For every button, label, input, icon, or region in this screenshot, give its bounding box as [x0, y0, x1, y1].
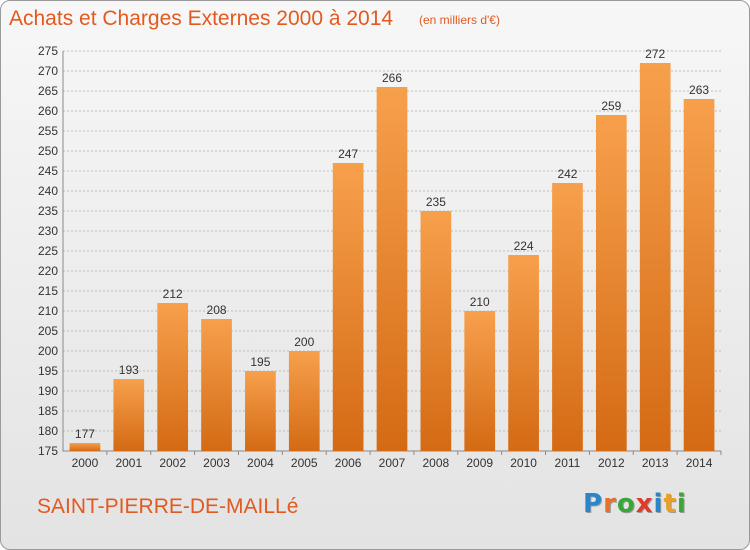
y-tick-label: 215 — [38, 284, 58, 298]
y-tick-label: 195 — [38, 364, 58, 378]
y-tick-label: 275 — [38, 44, 58, 58]
x-tick-label-2001: 2001 — [115, 456, 142, 470]
x-tick-label-2012: 2012 — [598, 456, 625, 470]
bar-2012 — [595, 115, 627, 451]
x-tick-label-2008: 2008 — [423, 456, 450, 470]
bar-2010 — [508, 255, 539, 451]
x-axis-ticks: 2000 2001 2002 2003 2004 2005 2006 2007 2008 2009… — [72, 451, 722, 470]
chart-unit: (en milliers d'€) — [419, 13, 500, 27]
y-tick-label: 190 — [38, 384, 58, 398]
bar-2002 — [157, 303, 189, 451]
x-tick-label-2004: 2004 — [247, 456, 274, 470]
bar-2008 — [420, 211, 452, 451]
y-tick-label: 210 — [38, 304, 58, 318]
y-tick-label: 245 — [38, 164, 58, 178]
y-tick-label: 205 — [38, 324, 58, 338]
bar-2000 — [69, 443, 101, 451]
y-tick-label: 240 — [38, 184, 58, 198]
x-tick-label-2009: 2009 — [466, 456, 493, 470]
place-name: SAINT-PIERRE-DE-MAILLé — [37, 495, 299, 518]
x-tick-label-2005: 2005 — [291, 456, 318, 470]
y-tick-label: 200 — [38, 344, 58, 358]
bar-2013 — [639, 63, 671, 451]
data-label-2009: 210 — [470, 295, 490, 309]
y-tick-label: 225 — [38, 244, 58, 258]
data-label-2007: 266 — [382, 71, 402, 85]
y-tick-label: 265 — [38, 84, 58, 98]
x-tick-label-2014: 2014 — [686, 456, 713, 470]
bar-2014 — [683, 99, 715, 451]
x-tick-label-2011: 2011 — [555, 456, 581, 470]
data-label-2012: 259 — [601, 99, 621, 113]
data-label-2014: 263 — [689, 83, 709, 97]
x-tick-label-2006: 2006 — [335, 456, 362, 470]
x-tick-label-2007: 2007 — [379, 456, 406, 470]
data-labels: 177 193 212 208 195 200 247 266 235 210 224 242 259 2… — [75, 47, 709, 441]
y-tick-label: 235 — [38, 204, 58, 218]
y-tick-label: 175 — [38, 444, 58, 458]
x-tick-label-2010: 2010 — [510, 456, 537, 470]
data-label-2001: 193 — [119, 363, 139, 377]
data-label-2005: 200 — [294, 335, 314, 349]
logo-letter: t — [663, 489, 677, 519]
bars — [69, 63, 715, 451]
chart-title: Achats et Charges Externes 2000 à 2014 — [9, 7, 394, 30]
data-label-2000: 177 — [75, 427, 95, 441]
data-label-2013: 272 — [645, 47, 665, 61]
data-label-2003: 208 — [207, 303, 227, 317]
x-tick-label-2002: 2002 — [159, 456, 186, 470]
proxiti-logo: Proxiti — [583, 489, 687, 519]
y-tick-label: 230 — [38, 224, 58, 238]
bar-2009 — [464, 311, 496, 451]
logo-letter: i — [676, 489, 687, 519]
x-tick-label-2000: 2000 — [72, 456, 99, 470]
y-tick-label: 185 — [38, 404, 58, 418]
x-tick-label-2003: 2003 — [203, 456, 230, 470]
y-tick-label: 180 — [38, 424, 58, 438]
bar-2005 — [288, 351, 320, 451]
bar-2006 — [332, 163, 364, 451]
y-tick-label: 220 — [38, 264, 58, 278]
bar-2004 — [245, 371, 276, 451]
data-label-2010: 224 — [514, 239, 534, 253]
data-label-2004: 195 — [250, 355, 270, 369]
logo-letter: P — [583, 489, 604, 519]
bar-2001 — [113, 379, 145, 451]
data-label-2002: 212 — [163, 287, 183, 301]
y-tick-label: 250 — [38, 144, 58, 158]
logo-letter: o — [616, 489, 636, 519]
bar-2007 — [376, 87, 408, 451]
logo-letter: i — [653, 489, 664, 519]
bar-2011 — [552, 183, 583, 451]
y-axis-ticks: 175 180 185 190 195 200 205 210 215 220 225 230 235 2… — [38, 44, 58, 458]
data-label-2008: 235 — [426, 195, 446, 209]
y-tick-label: 260 — [38, 104, 58, 118]
logo-letter: r — [603, 489, 617, 519]
x-tick-label-2013: 2013 — [642, 456, 669, 470]
y-tick-label: 270 — [38, 64, 58, 78]
logo-letter: x — [635, 489, 654, 519]
y-tick-label: 255 — [38, 124, 58, 138]
bar-2003 — [201, 319, 232, 451]
data-label-2006: 247 — [338, 147, 358, 161]
data-label-2011: 242 — [557, 167, 577, 181]
